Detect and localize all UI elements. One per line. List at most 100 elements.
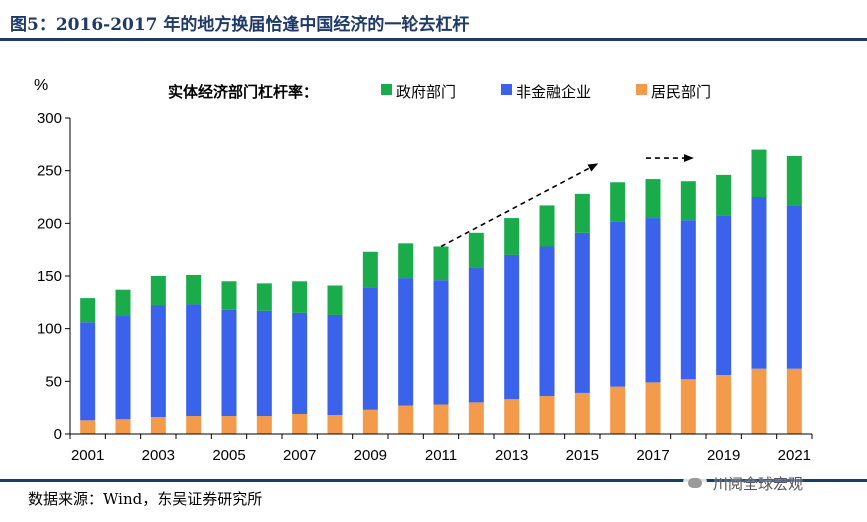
axes: 0 50 100 150 200 250 300 2001 2003 2005 2007 2009 20… <box>34 77 813 464</box>
bar-segment-2017-s2 <box>645 179 661 219</box>
bar-segment-2010-s2 <box>398 243 414 279</box>
bar-segment-2010-s0 <box>398 405 414 434</box>
bar-segment-2008-s1 <box>327 314 343 416</box>
bar-segment-2006-s2 <box>256 283 272 311</box>
bar-segment-2009-s1 <box>362 287 378 410</box>
bar-segment-2019-s1 <box>716 215 732 376</box>
bar-segment-2004-s1 <box>186 304 202 417</box>
bar-segment-2015-s0 <box>574 392 590 434</box>
bar-segment-2001-s2 <box>80 298 96 323</box>
annotations <box>440 154 694 248</box>
bar-segment-2012-s2 <box>468 232 484 268</box>
x-tick-label-2013: 2013 <box>495 447 528 464</box>
bar-segment-2005-s0 <box>221 416 237 434</box>
x-tick-label-2017: 2017 <box>636 447 669 464</box>
bar-segment-2021-s1 <box>786 205 802 369</box>
bar-segment-2013-s0 <box>504 399 520 434</box>
bar-segment-2014-s0 <box>539 396 555 434</box>
x-tick-label-2001: 2001 <box>71 447 104 464</box>
y-tick-label-0: 0 <box>54 426 62 443</box>
y-tick-label-200: 200 <box>37 215 62 232</box>
y-tick-label-150: 150 <box>37 268 62 285</box>
legend-swatch-1 <box>501 84 512 95</box>
bar-segment-2017-s0 <box>645 382 661 434</box>
y-unit-label: % <box>34 77 48 94</box>
bar-segment-2002-s0 <box>115 419 131 434</box>
bar-segment-2021-s0 <box>786 368 802 434</box>
bar-segment-2016-s1 <box>610 221 626 387</box>
bar-segment-2012-s0 <box>468 402 484 434</box>
bar-segment-2010-s1 <box>398 278 414 406</box>
bar-segment-2011-s2 <box>433 246 449 281</box>
x-tick-label-2007: 2007 <box>283 447 316 464</box>
bar-segment-2003-s1 <box>150 305 166 418</box>
bar-segment-2013-s1 <box>504 254 520 400</box>
bar-segment-2015-s2 <box>574 193 590 233</box>
bar-segment-2004-s0 <box>186 416 202 434</box>
legend-label-0: 政府部门 <box>396 83 456 101</box>
bar-segment-2007-s1 <box>292 312 308 414</box>
bar-segment-2021-s2 <box>786 155 802 206</box>
legend-label-2: 居民部门 <box>651 83 711 101</box>
bar-segment-2011-s0 <box>433 404 449 434</box>
x-tick-label-2003: 2003 <box>142 447 175 464</box>
x-tick-label-2005: 2005 <box>212 447 245 464</box>
bar-segment-2001-s1 <box>80 322 96 421</box>
legend-label-1: 非金融企业 <box>516 83 591 101</box>
y-tick-label-300: 300 <box>37 110 62 127</box>
bar-segment-2005-s1 <box>221 309 237 417</box>
bar-segment-2004-s2 <box>186 274 202 305</box>
bar-segment-2016-s0 <box>610 386 626 434</box>
bar-segment-2018-s1 <box>680 220 696 380</box>
y-tick-label-50: 50 <box>45 373 62 390</box>
legend-title: 实体经济部门杠杆率： <box>168 83 318 101</box>
source-note: 数据来源：Wind，东吴证券研究所 <box>28 490 263 508</box>
legend: 实体经济部门杠杆率： 政府部门 非金融企业 居民部门 <box>168 83 711 101</box>
bar-segment-2014-s2 <box>539 205 555 247</box>
bar-segment-2020-s2 <box>751 149 767 197</box>
bar-segment-2009-s0 <box>362 409 378 434</box>
bar-segment-2009-s2 <box>362 251 378 288</box>
bar-segment-2016-s2 <box>610 182 626 222</box>
legend-swatch-0 <box>381 84 392 95</box>
bar-segment-2005-s2 <box>221 281 237 310</box>
bar-segment-2001-s0 <box>80 420 96 434</box>
y-tick-label-250: 250 <box>37 163 62 180</box>
title-rule <box>0 38 867 41</box>
bar-segment-2007-s0 <box>292 413 308 434</box>
source-rule <box>0 479 867 482</box>
bar-segment-2017-s1 <box>645 218 661 383</box>
bar-segment-2013-s2 <box>504 218 520 255</box>
x-tick-label-2015: 2015 <box>566 447 599 464</box>
bar-segment-2019-s2 <box>716 174 732 216</box>
legend-swatch-2 <box>636 84 647 95</box>
bar-segment-2019-s0 <box>716 375 732 434</box>
bar-segment-2020-s0 <box>751 368 767 434</box>
y-tick-label-100: 100 <box>37 321 62 338</box>
wechat-icon <box>683 471 707 495</box>
x-tick-label-2019: 2019 <box>707 447 740 464</box>
bar-segment-2002-s2 <box>115 289 131 317</box>
bar-segment-2003-s0 <box>150 417 166 434</box>
bar-segment-2020-s1 <box>751 197 767 369</box>
trend-arrow-0 <box>440 163 599 248</box>
bar-segment-2012-s1 <box>468 267 484 403</box>
x-tick-label-2011: 2011 <box>425 447 457 464</box>
watermark: 川阅全球宏观 <box>683 468 859 498</box>
bar-segment-2008-s0 <box>327 415 343 434</box>
bar-segment-2018-s2 <box>680 181 696 221</box>
bar-segment-2018-s0 <box>680 379 696 434</box>
bar-segment-2008-s2 <box>327 285 343 315</box>
bar-segment-2015-s1 <box>574 232 590 393</box>
bar-segment-2006-s0 <box>256 416 272 434</box>
bar-segment-2014-s1 <box>539 246 555 397</box>
bar-segment-2006-s1 <box>256 310 272 417</box>
watermark-text: 川阅全球宏观 <box>713 474 804 493</box>
figure-title: 图5：2016-2017 年的地方换届恰逢中国经济的一轮去杠杆 <box>10 15 470 35</box>
x-tick-label-2009: 2009 <box>354 447 387 464</box>
bar-segment-2002-s1 <box>115 316 131 420</box>
x-tick-label-2021: 2021 <box>778 447 811 464</box>
bars <box>80 149 802 434</box>
bar-segment-2011-s1 <box>433 280 449 405</box>
